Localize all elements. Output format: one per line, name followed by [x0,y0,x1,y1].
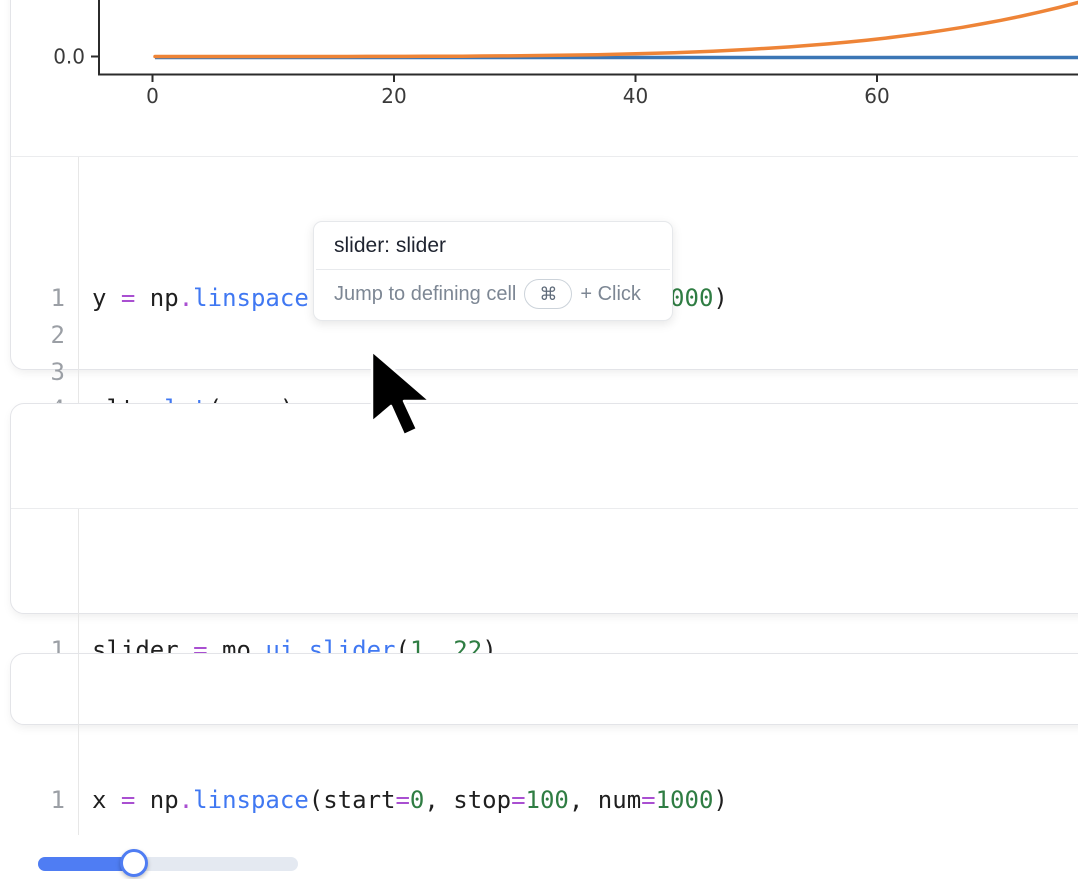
code-token: linspace [193,786,309,814]
x-tick-label: 40 [623,84,648,108]
code-token: 1000 [655,786,714,814]
slider-output [11,404,1078,877]
command-key-icon: ⌘ [524,279,573,309]
code-token: 100 [525,786,569,814]
tooltip-title: slider: slider [334,234,447,257]
line-number: 1 [50,284,65,312]
slider-widget[interactable] [38,849,300,879]
code-token: x [92,786,121,814]
line-number: 3 [50,358,65,386]
code-token: = [641,786,656,814]
code-token: , num [568,786,642,814]
code-token: . [178,786,194,814]
variable-tooltip: slider: slider Jump to defining cell ⌘ +… [313,221,673,321]
tooltip-action-suffix: + Click [580,282,641,305]
gutter-divider [78,157,79,481]
code-token: 0 [409,786,425,814]
code-token: = [395,786,410,814]
series-line-orange [153,0,1078,59]
tooltip-action-label: Jump to defining cell [334,282,517,305]
code-token: y [92,284,121,312]
code-token: = [120,284,136,312]
command-key-glyph: ⌘ [539,283,558,304]
gutter-divider [78,654,79,835]
line-number: 1 [50,786,65,814]
tooltip-divider [316,269,670,270]
code-line[interactable]: 2 [11,317,1078,354]
plot-output: 0.0 0 20 40 60 [11,0,1078,156]
code-line[interactable]: 3 [11,354,1078,391]
code-token: np [135,284,179,312]
code-token: np [135,786,179,814]
slider-handle[interactable] [120,849,148,877]
code-token: ) [713,786,728,814]
code-token: linspace [193,284,309,312]
axes-spines [98,0,1078,76]
x-tick-label: 60 [864,84,889,108]
x-tick-label: 0 [146,84,159,108]
code-token: . [178,284,194,312]
matplotlib-chart: 0.0 0 20 40 60 [53,0,1078,108]
y-tick-label: 0.0 [53,45,85,69]
code-token: = [120,786,136,814]
line-number: 2 [50,321,65,349]
code-token: (start [308,786,396,814]
code-text: x = np.linspace(start=0, stop=100, num=1… [78,782,728,819]
code-token: ) [713,284,728,312]
code-text [78,354,106,391]
code-token: , stop [424,786,512,814]
tooltip-action-row: Jump to defining cell ⌘ + Click [314,270,672,320]
code-token: = [511,786,526,814]
gutter-divider [78,509,79,722]
code-text [78,317,106,354]
x-tick-label: 20 [381,84,406,108]
